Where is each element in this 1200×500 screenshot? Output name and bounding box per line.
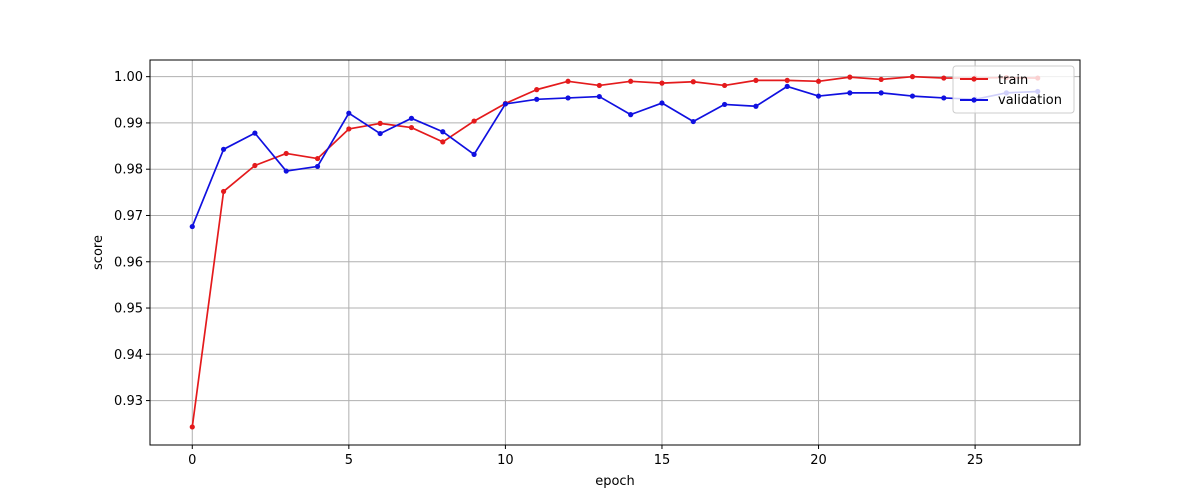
y-tick-label: 0.99 [114,116,143,131]
data-point-train [377,120,383,126]
data-point-validation [596,93,602,100]
data-point-train [721,82,728,89]
data-point-train [659,80,665,86]
data-point-train [314,155,321,162]
y-tick-label: 0.95 [114,302,143,317]
y-axis-label: score [91,235,106,270]
legend-label-train: train [998,73,1028,88]
data-point-validation [941,95,947,101]
y-tick-label: 0.96 [114,255,143,270]
data-point-train [815,78,822,84]
x-tick-label: 10 [497,453,514,468]
data-point-train [220,188,227,195]
data-point-train [565,78,571,84]
series-line-validation [191,85,1038,227]
data-point-validation [659,100,665,106]
data-point-train [909,74,916,80]
data-point-train [346,126,352,132]
data-point-train [596,82,602,89]
legend-marker-validation [971,97,977,103]
x-tick-label: 0 [188,453,196,468]
data-point-validation [565,95,571,101]
data-point-validation [252,130,258,136]
data-point-train [628,78,634,84]
y-tick-label: 1.00 [114,70,143,85]
legend-box [952,65,1075,114]
data-point-train [471,118,477,124]
data-point-validation [471,151,477,157]
x-tick-label: 20 [810,453,827,468]
data-point-train [878,76,884,83]
data-point-validation [346,110,352,116]
series-line-train [191,75,1038,428]
data-point-train [690,79,696,85]
data-point-validation [440,129,446,135]
series-layer [189,74,1041,430]
data-point-train [189,424,195,430]
data-point-validation [502,101,509,107]
data-point-train [753,77,759,83]
data-point-validation [283,168,289,174]
x-axis-label: epoch [595,474,635,489]
data-point-validation [909,93,916,99]
y-tick-label: 0.97 [114,209,143,224]
y-tick-label: 0.93 [114,394,143,409]
y-tick-label: 0.94 [114,348,143,363]
data-point-validation [847,90,853,96]
data-point-train [252,162,258,169]
data-point-validation [878,90,884,96]
y-tick-label: 0.98 [114,163,143,178]
data-point-validation [721,101,728,108]
data-point-validation [220,146,227,152]
data-point-train [847,74,853,80]
data-point-validation [815,93,822,99]
plot-area-frame [149,59,1081,446]
legend-marker-train [971,76,977,82]
data-point-train [408,124,415,131]
x-tick-label: 5 [345,453,353,468]
data-point-train [784,77,790,83]
data-point-validation [628,112,634,118]
data-point-train [534,87,540,93]
data-point-validation [534,96,540,102]
data-point-validation [377,130,383,137]
data-point-validation [753,103,759,109]
data-point-validation [690,118,696,125]
x-tick-label: 25 [967,453,984,468]
data-point-validation [314,163,321,170]
data-point-validation [784,83,790,89]
legend: train validation [952,65,1075,114]
data-point-validation [408,115,415,121]
data-point-train [941,75,947,81]
x-tick-label: 15 [654,453,671,468]
data-point-train [440,139,446,145]
data-point-validation [189,223,195,230]
grid [150,60,1080,445]
data-point-train [283,150,289,157]
axis-ticks: 0 5 10 15 20 25 0.93 0.94 0.95 0.96 0.97 0.98 0.99 1.… [114,70,983,468]
legend-label-validation: validation [998,93,1062,108]
